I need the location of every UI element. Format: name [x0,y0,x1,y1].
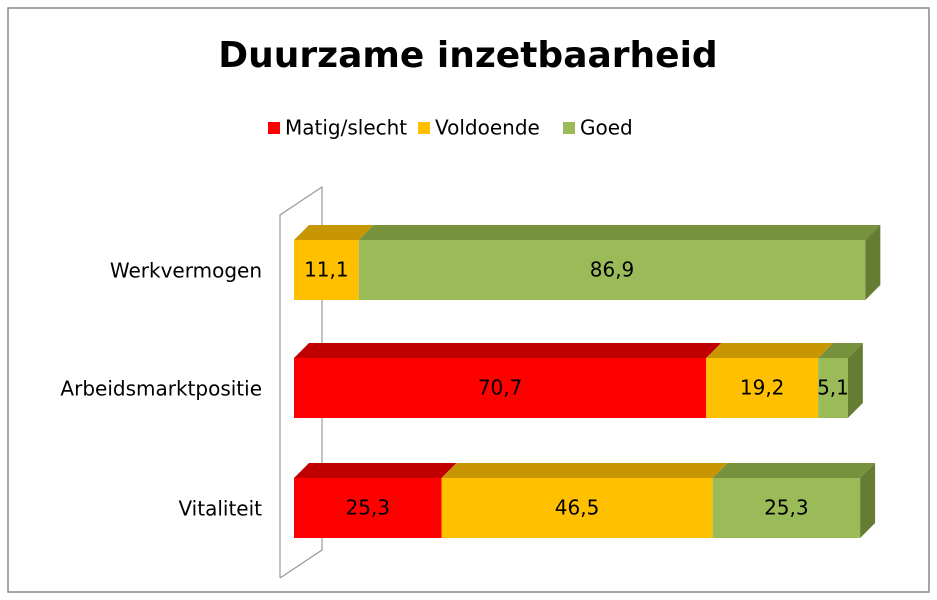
bar [294,478,442,538]
legend-swatch [418,122,430,134]
data-label: 70,7 [478,376,523,400]
bar-top [294,463,457,478]
y-tick-label: Werkvermogen [110,259,262,283]
bar-top [358,225,881,240]
legend-label: Matig/slecht [285,116,407,140]
bar-top [706,343,834,358]
data-label: 11,1 [304,258,349,282]
bar-side [865,225,881,300]
data-label: 25,3 [345,496,390,520]
bar [294,240,359,300]
bar-side [860,463,876,538]
data-label: 5,1 [817,376,849,400]
bar-top [712,463,876,478]
data-label: 25,3 [764,496,809,520]
bar [294,358,707,418]
bar [818,358,848,418]
bar-top [441,463,728,478]
bar-top [294,225,374,240]
legend-swatch [268,122,280,134]
bar-top [294,343,722,358]
y-tick-label: Vitaliteit [178,497,262,521]
data-label: 86,9 [590,258,635,282]
bar [706,358,819,418]
legend-label: Voldoende [435,116,540,140]
legend-label: Goed [580,116,633,140]
bar [712,478,861,538]
y-tick-label: Arbeidsmarktpositie [60,377,262,401]
side-wall [279,185,323,579]
bar-top [818,343,863,358]
data-label: 19,2 [740,376,785,400]
bar-side [847,343,863,418]
chart-title: Duurzame inzetbaarheid [218,35,717,76]
data-label: 46,5 [555,496,600,520]
bar [441,478,713,538]
bar [358,240,866,300]
legend-swatch [563,122,575,134]
